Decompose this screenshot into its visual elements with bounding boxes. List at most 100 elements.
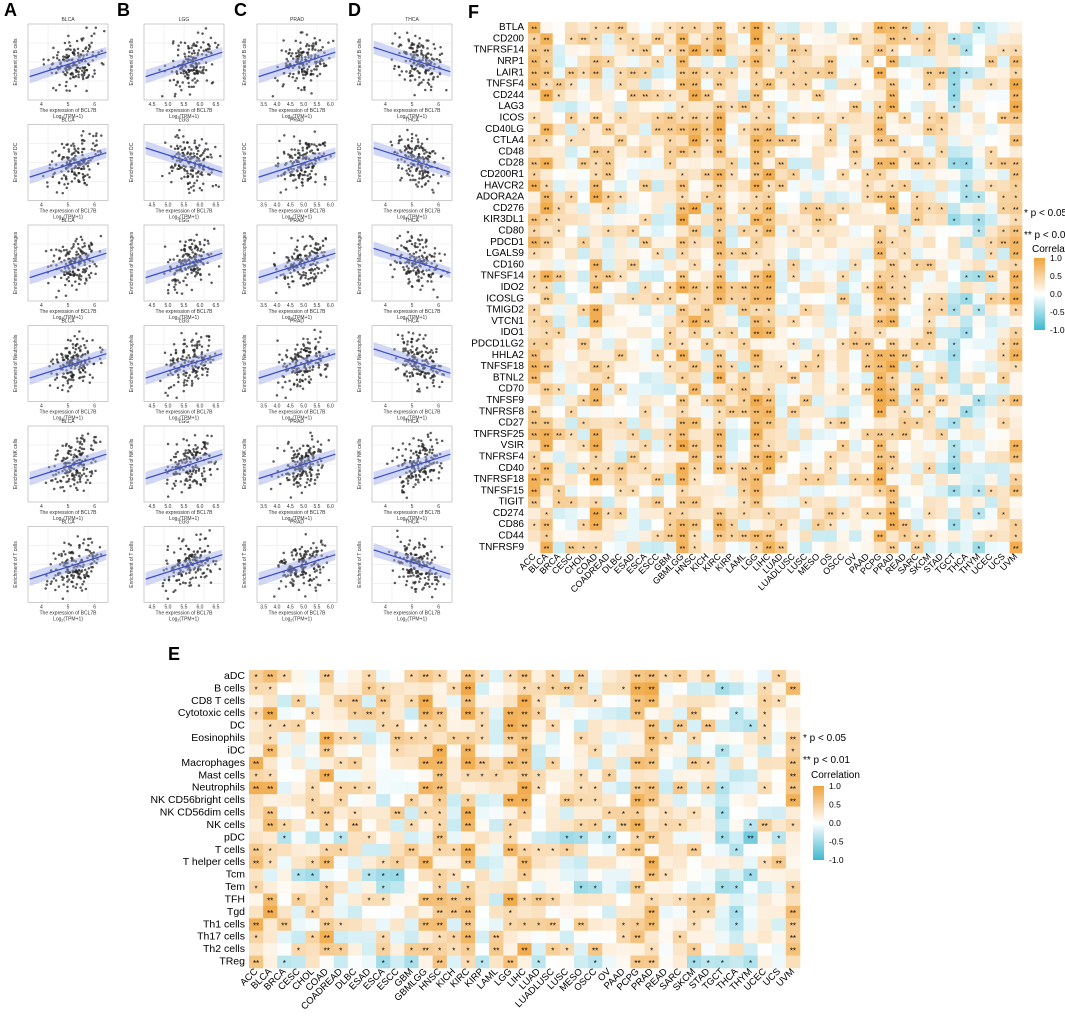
scatter-point — [284, 560, 288, 564]
significance-mark: ** — [605, 126, 611, 135]
scatter-point — [300, 473, 304, 477]
scatter-point — [196, 451, 200, 454]
scatter-point — [278, 561, 282, 564]
scatter-point — [70, 356, 73, 359]
scatter-point — [294, 477, 297, 480]
scatter-point — [286, 276, 290, 279]
scatter-point — [308, 483, 311, 487]
scatter-point — [72, 144, 76, 148]
scatter-point — [292, 450, 295, 453]
significance-mark: * — [792, 69, 795, 78]
significance-mark: ** — [679, 149, 685, 158]
scatter-point — [81, 172, 85, 176]
scatter-point — [60, 269, 63, 272]
significance-mark: ** — [544, 160, 550, 169]
scatter-point — [78, 442, 82, 445]
heatmap-cell — [799, 33, 813, 45]
significance-mark: * — [632, 47, 635, 56]
scatter-point — [47, 58, 50, 62]
scatter-point — [282, 551, 285, 555]
scatter-point — [305, 474, 309, 478]
heatmap-cell — [886, 112, 899, 124]
scatter-point — [411, 475, 415, 478]
heatmap-cell — [676, 89, 689, 102]
significance-mark: * — [644, 69, 647, 78]
heatmap-cell — [861, 112, 875, 124]
heatmap-cell — [972, 112, 986, 124]
scatter-point — [71, 343, 75, 346]
scatter-point — [208, 45, 211, 48]
scatter-point — [216, 467, 219, 471]
scatter-point — [198, 538, 202, 541]
heatmap-cell — [984, 112, 998, 124]
significance-mark: * — [632, 36, 635, 45]
scatter-point — [410, 235, 413, 238]
heatmap-cell — [997, 33, 1010, 45]
significance-mark: ** — [828, 58, 834, 67]
scatter-point — [440, 175, 443, 178]
significance-mark: ** — [630, 92, 636, 101]
scatter-point — [416, 383, 420, 386]
scatter-point — [436, 441, 439, 445]
scatter-point — [166, 545, 170, 548]
scatter-point — [93, 32, 96, 35]
significance-mark: ** — [717, 103, 723, 112]
scatter-point — [86, 49, 89, 53]
scatter-point — [298, 139, 302, 143]
scatter-point — [68, 257, 71, 261]
heatmap-cell — [836, 146, 850, 158]
significance-mark: * — [594, 24, 597, 33]
scatter-point — [70, 573, 73, 577]
scatter-point — [90, 243, 94, 246]
y-axis-label: Enrichment of DC — [242, 142, 248, 182]
scatter-point — [81, 142, 84, 145]
scatter-point — [203, 549, 207, 553]
scatter-point — [193, 141, 196, 145]
scatter-point — [72, 456, 75, 459]
scatter-point — [80, 442, 84, 446]
scatter-point — [171, 359, 175, 362]
scatter-point — [430, 451, 434, 455]
scatter-point — [276, 156, 279, 159]
heatmap-cell — [651, 67, 665, 79]
scatter-point — [413, 353, 416, 356]
significance-mark: * — [965, 47, 968, 56]
scatter-point — [42, 58, 45, 61]
scatter-point — [185, 379, 189, 382]
scatter-point — [79, 371, 82, 374]
scatter-point — [426, 557, 429, 560]
x-axis-label: The expression of BCL7B — [40, 209, 98, 215]
significance-mark: * — [693, 149, 696, 158]
scatter-point — [190, 384, 194, 387]
scatter-point — [173, 288, 177, 291]
scatter-title: BLCA — [61, 118, 75, 124]
scatter-point — [219, 154, 222, 158]
heatmap-cell — [663, 55, 677, 68]
scatter-point — [427, 39, 430, 42]
significance-mark: ** — [717, 81, 723, 90]
significance-mark: * — [916, 36, 919, 45]
heatmap-cell — [565, 157, 578, 170]
heatmap-cell — [688, 33, 702, 45]
significance-mark: ** — [531, 47, 537, 56]
scatter-point — [87, 544, 90, 547]
heatmap-cell — [725, 33, 739, 45]
heatmap-cell — [849, 67, 862, 79]
significance-mark: ** — [544, 47, 550, 56]
scatter-point — [296, 485, 300, 488]
heatmap-cell — [836, 55, 850, 68]
scatter-point — [427, 578, 431, 581]
scatter-point — [54, 557, 57, 561]
scatter-point — [206, 370, 209, 374]
scatter-point — [71, 346, 75, 350]
y-axis-label: Enrichment of Neutrophils — [129, 334, 135, 392]
heatmap-cell — [676, 134, 689, 147]
scatter-point — [81, 379, 85, 383]
scatter-point — [202, 41, 205, 44]
scatter-point — [82, 538, 86, 541]
heatmap-cell — [960, 55, 973, 68]
heatmap-cell — [737, 89, 751, 102]
significance-mark: ** — [852, 149, 858, 158]
scatter-point — [65, 156, 69, 159]
scatter-title: PRAD — [290, 419, 304, 425]
